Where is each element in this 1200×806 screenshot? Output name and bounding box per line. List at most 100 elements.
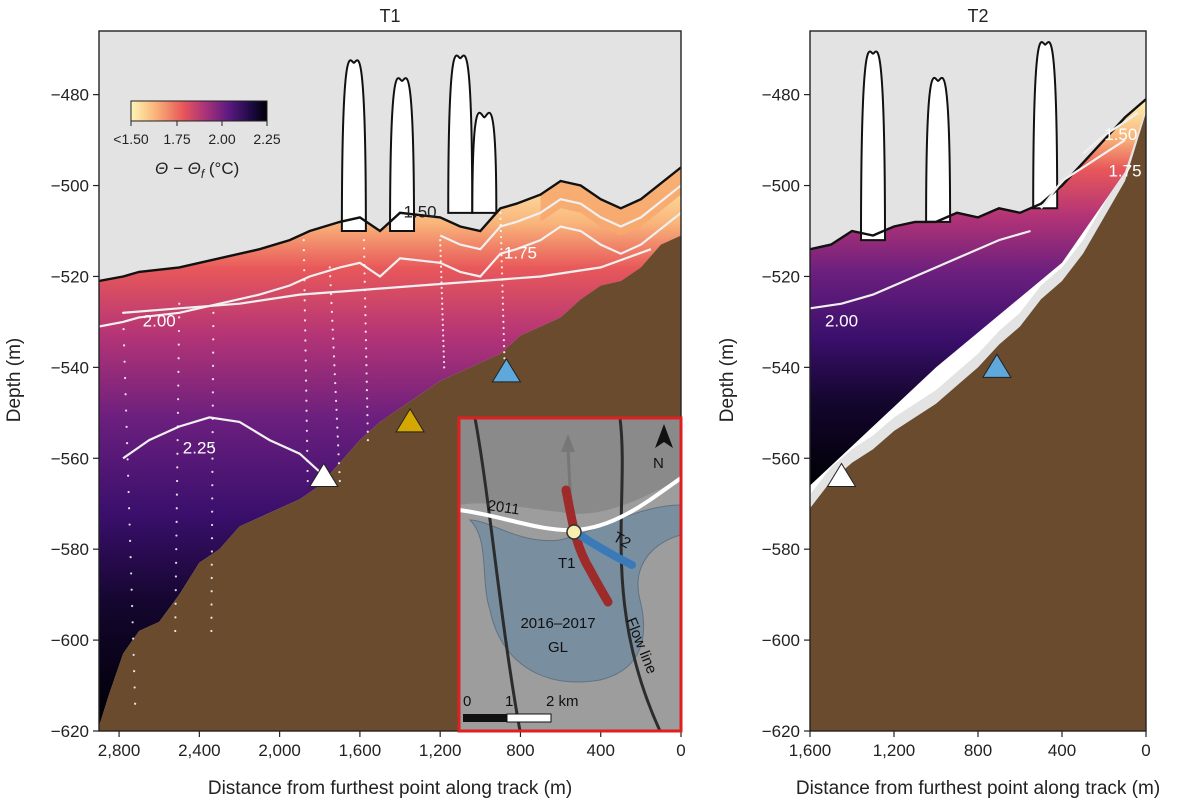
profile-dot xyxy=(441,313,444,316)
profile-dot xyxy=(366,422,369,425)
profile-dot xyxy=(175,493,179,496)
profile-dot xyxy=(439,265,443,268)
profile-dot xyxy=(305,409,308,412)
profile-dot xyxy=(211,364,215,367)
profile-dot xyxy=(131,604,134,608)
profile-dot xyxy=(212,351,215,354)
profile-dot xyxy=(365,388,369,392)
profile-dot xyxy=(336,426,339,429)
profile-dot xyxy=(500,248,503,251)
profile-dot xyxy=(175,507,178,510)
inset-label-t2: T2 xyxy=(610,529,634,552)
water-temperature-field xyxy=(99,167,681,727)
profile-dot xyxy=(128,523,131,526)
profile-dot xyxy=(364,338,368,342)
profile-dot xyxy=(333,364,336,367)
water-temperature-field xyxy=(810,99,1146,486)
x-tick-label: 1,200 xyxy=(873,741,916,760)
profile-dot xyxy=(442,350,445,353)
profile-dot xyxy=(364,313,367,317)
profile-dot xyxy=(363,263,366,267)
mooring-markers xyxy=(308,357,522,487)
profile-dot xyxy=(443,366,446,369)
profile-dot xyxy=(177,357,180,360)
profile-dot xyxy=(302,259,306,262)
profile-dot xyxy=(211,497,214,500)
isotherm-line xyxy=(1082,111,1139,155)
profile-dot xyxy=(210,523,214,527)
ice-keels xyxy=(340,54,498,232)
profile-dot xyxy=(305,439,309,442)
colorbar: <1.50 1.75 2.00 2.25 Θ − Θf (°C) xyxy=(113,100,281,181)
profile-dot xyxy=(333,373,336,376)
profile-dot xyxy=(306,469,309,473)
mooring-markers xyxy=(826,353,1012,487)
x-tick-label: 400 xyxy=(587,741,615,760)
profile-dot xyxy=(303,299,306,302)
profile-dot xyxy=(130,588,133,591)
profile-dot xyxy=(211,404,214,407)
transect-t2 xyxy=(574,530,636,569)
profile-dot xyxy=(440,286,443,289)
profile-dot xyxy=(212,338,215,341)
profile-dot xyxy=(440,292,443,295)
x-axis-ticks: 1,600 1,200 800 400 0 xyxy=(789,731,1151,760)
flow-arrow-head xyxy=(561,434,575,452)
profile-dot xyxy=(177,329,181,333)
x-tick-label: 0 xyxy=(1141,741,1150,760)
profile-dot xyxy=(500,272,504,275)
profile-dot xyxy=(177,384,180,387)
profile-dot xyxy=(365,397,369,400)
profile-dot xyxy=(176,438,179,442)
profile-dot xyxy=(440,270,443,274)
profile-dot xyxy=(335,408,338,411)
profile-dot xyxy=(364,330,367,333)
profile-dot xyxy=(331,328,334,331)
profile-dot xyxy=(330,301,333,305)
profile-dot xyxy=(176,411,180,414)
inset-label-t1: T1 xyxy=(558,555,576,572)
inset-label-north: N xyxy=(653,455,664,472)
contour-label-1-50: 1.50 xyxy=(404,202,437,221)
profile-dot xyxy=(441,329,445,332)
profile-dot xyxy=(303,279,306,282)
isotherm-line xyxy=(1040,139,1126,209)
x-axis-title: Distance from furthest point along track… xyxy=(208,778,572,799)
mooring-marker xyxy=(395,407,425,433)
profile-dot xyxy=(211,444,214,447)
profile-dot xyxy=(212,311,215,314)
y-axis-ticks: −480 −500 −520 −540 −560 −580 −600 −620 xyxy=(51,86,99,741)
profile-dot xyxy=(306,479,309,483)
ice-keel xyxy=(389,77,416,232)
x-axis-title: Distance from furthest point along track… xyxy=(796,778,1160,799)
x-tick-label: 2,400 xyxy=(178,741,221,760)
inset-label-gl-period: 2016–2017 xyxy=(520,615,595,632)
ice-keel xyxy=(925,76,952,223)
profile-dot xyxy=(439,244,442,247)
profile-dot xyxy=(304,349,307,352)
profile-dot xyxy=(127,490,130,494)
panel-t1: 1.50 1.75 2.00 2.25 T1 2,800 2,400 2,000 1,600… xyxy=(4,6,686,799)
profile-dot xyxy=(330,310,333,313)
profile-dot xyxy=(441,307,444,311)
profile-dot xyxy=(131,621,134,624)
profile-dot xyxy=(331,319,334,322)
profile-dot xyxy=(442,355,445,358)
contour-labels: 1.50 1.75 2.00 xyxy=(825,125,1142,330)
profile-dot xyxy=(501,308,505,311)
profile-dot xyxy=(439,254,442,258)
y-tick-label: −600 xyxy=(762,631,800,650)
profile-dot xyxy=(499,229,502,233)
profile-dot xyxy=(366,430,369,433)
profile-dot xyxy=(329,284,332,287)
profile-dot xyxy=(337,444,340,447)
x-tick-label: 800 xyxy=(964,741,992,760)
y-tick-label: −500 xyxy=(51,177,89,196)
x-tick-label: 400 xyxy=(1048,741,1076,760)
profile-dot xyxy=(363,272,366,275)
profile-dot xyxy=(212,324,215,328)
mooring-marker xyxy=(308,462,339,487)
profile-dot xyxy=(500,254,503,257)
profile-dot xyxy=(441,302,444,305)
profile-dot xyxy=(302,249,305,252)
